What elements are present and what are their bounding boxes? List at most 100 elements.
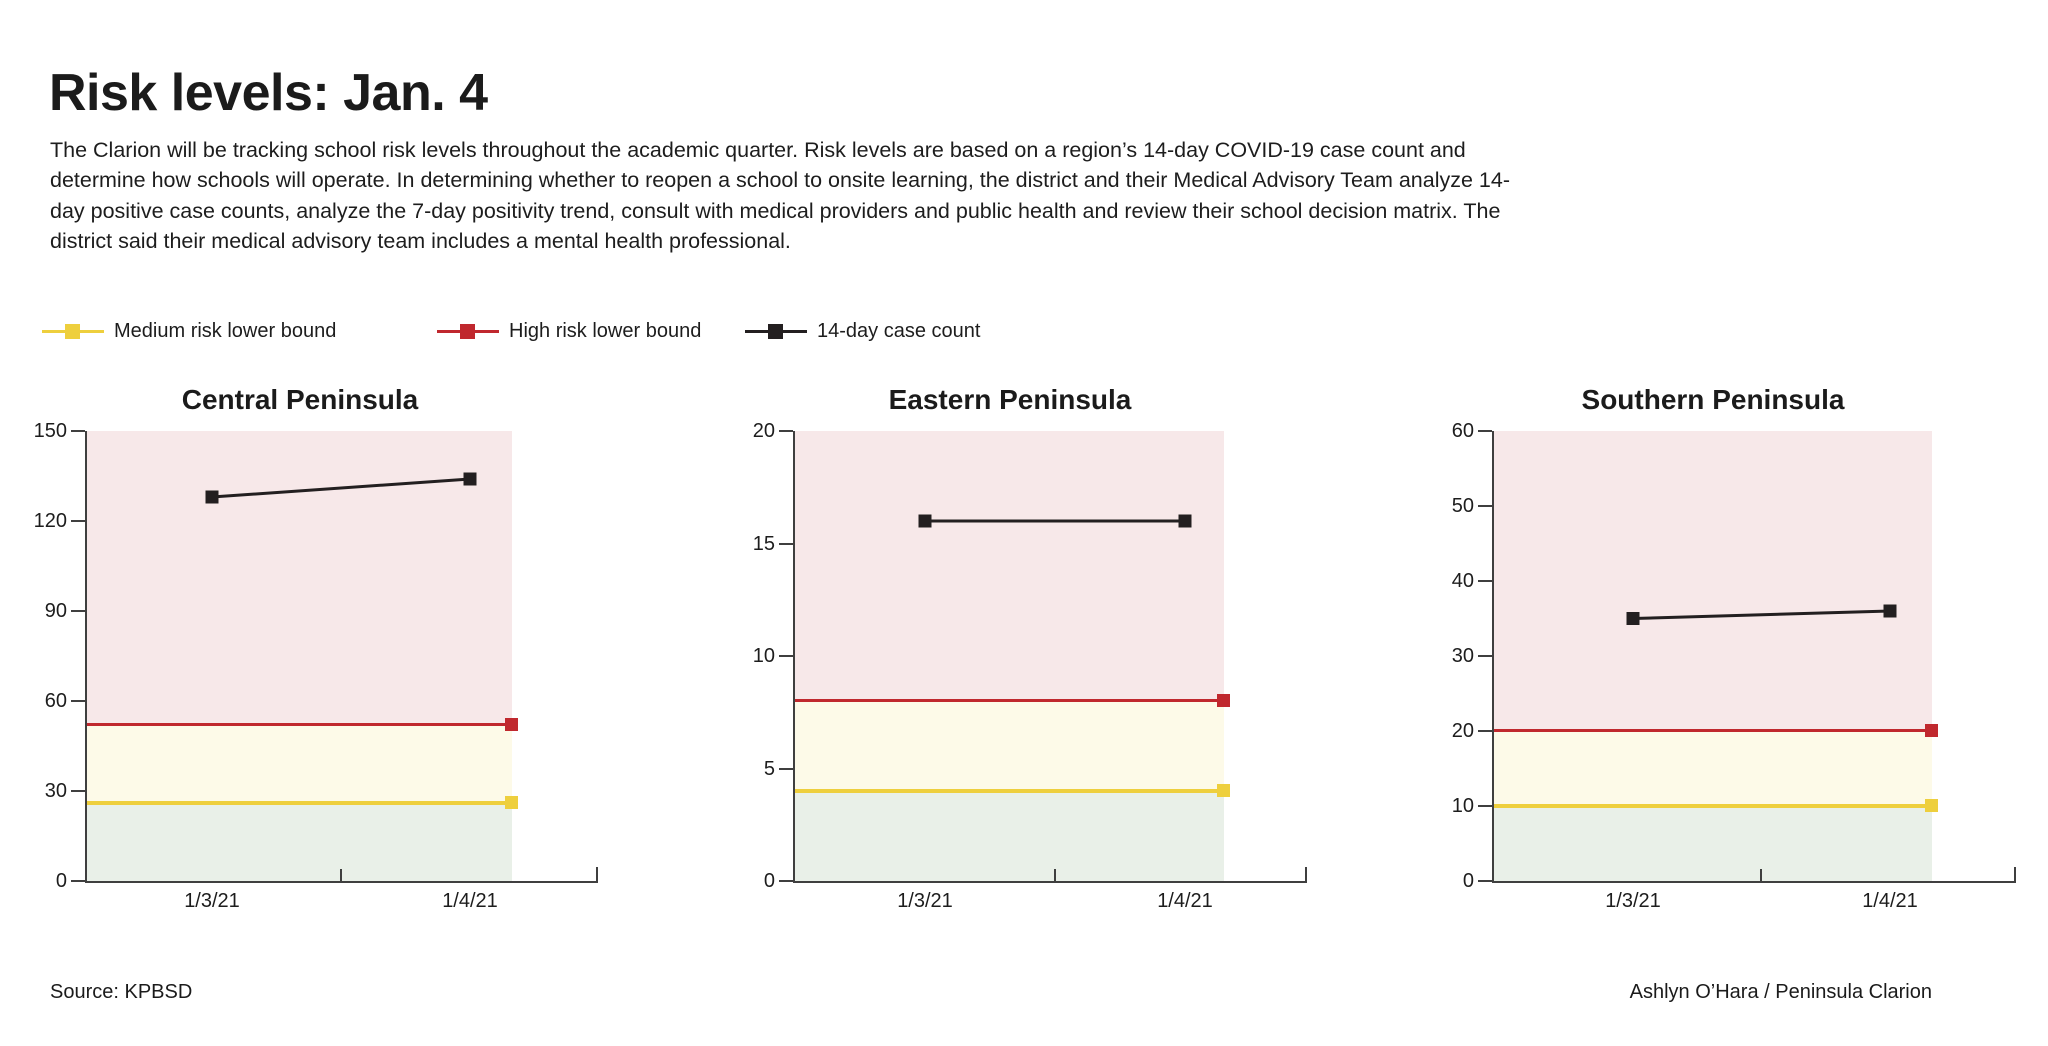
y-axis-tick (71, 610, 85, 612)
y-axis-tick (1478, 430, 1492, 432)
case-count-point (918, 514, 932, 528)
y-tick-label: 0 (763, 870, 775, 892)
x-axis-end-tick (2014, 867, 2016, 881)
y-axis-tick (71, 880, 85, 882)
legend-item-high-risk: High risk lower bound (437, 318, 701, 344)
y-tick-label: 5 (763, 757, 775, 780)
medium-risk-line (87, 801, 512, 805)
x-tick-label: 1/3/21 (897, 890, 953, 912)
y-axis-line (85, 431, 87, 883)
x-axis-mid-tick (340, 869, 342, 881)
low-risk-zone (87, 803, 512, 881)
legend-label: Medium risk lower bound (114, 319, 337, 342)
low-risk-zone (1494, 806, 1932, 881)
x-tick-label: 1/3/21 (184, 890, 240, 912)
y-tick-label: 60 (1451, 420, 1474, 442)
y-axis-tick (779, 655, 793, 657)
y-tick-label: 150 (33, 420, 67, 442)
y-tick-label: 120 (33, 510, 67, 532)
y-tick-label: 20 (752, 420, 775, 442)
legend-square-swatch (768, 323, 783, 339)
case-count-point (1883, 604, 1897, 618)
medium-risk-zone (795, 701, 1224, 791)
high-risk-line (795, 699, 1224, 702)
y-tick-label: 50 (1451, 495, 1474, 517)
x-axis-mid-tick (1760, 869, 1762, 881)
x-axis-mid-tick (1054, 869, 1056, 881)
high-risk-line-marker-icon (437, 323, 499, 339)
x-axis-end-tick (596, 867, 598, 881)
low-risk-zone (795, 791, 1224, 881)
x-axis-line (1492, 881, 2016, 883)
high-risk-marker (505, 718, 518, 731)
medium-risk-marker (1925, 799, 1938, 812)
y-axis-tick (779, 880, 793, 882)
high-risk-marker (1925, 724, 1938, 737)
y-tick-label: 30 (44, 780, 67, 802)
page-title: Risk levels: Jan. 4 (49, 63, 488, 122)
medium-risk-line (795, 789, 1224, 793)
medium-risk-marker (1217, 784, 1230, 797)
x-axis-end-tick (1305, 867, 1307, 881)
chart-title: Central Peninsula (181, 384, 419, 415)
y-axis-tick (71, 430, 85, 432)
y-tick-label: 40 (1451, 570, 1474, 592)
y-axis-tick (71, 790, 85, 792)
x-tick-label: 1/4/21 (442, 890, 498, 912)
x-tick-label: 1/4/21 (1157, 890, 1213, 912)
y-axis-tick (779, 542, 793, 545)
y-axis-tick (1478, 730, 1492, 732)
y-axis-tick (1478, 805, 1492, 807)
y-axis-line (1492, 431, 1494, 883)
y-axis-tick (1478, 580, 1492, 582)
case-count-point (463, 472, 477, 486)
y-tick-label: 0 (1462, 870, 1474, 892)
case-count-point (1626, 612, 1640, 625)
case-count-point (1178, 514, 1192, 528)
medium-risk-zone (1494, 731, 1932, 806)
y-tick-label: 20 (1451, 720, 1474, 742)
x-axis-line (793, 881, 1307, 883)
case-count-line (1626, 604, 1897, 625)
x-tick-label: 1/4/21 (1862, 890, 1918, 912)
y-axis-tick (71, 700, 85, 702)
legend-label: 14-day case count (817, 319, 981, 342)
intro-paragraph: The Clarion will be tracking school risk… (50, 137, 1511, 254)
high-risk-line (87, 723, 512, 726)
legend-square-swatch (65, 323, 80, 339)
high-risk-line (1494, 729, 1932, 732)
legend-item-case-count: 14-day case count (745, 318, 980, 344)
high-risk-zone (795, 431, 1224, 701)
chart-title: Southern Peninsula (1581, 384, 1845, 415)
y-tick-label: 30 (1451, 645, 1474, 667)
case-count-point (205, 490, 219, 504)
case-count-line-marker-icon (745, 323, 807, 339)
source-note: Source: KPBSD (50, 981, 193, 1003)
y-axis-tick (1478, 880, 1492, 882)
x-tick-label: 1/3/21 (1605, 890, 1661, 912)
medium-risk-line-marker-icon (42, 323, 104, 339)
high-risk-marker (1217, 694, 1230, 707)
y-axis-line (793, 431, 795, 883)
y-tick-label: 60 (44, 690, 67, 712)
legend-square-swatch (460, 323, 475, 339)
credit-note: Ashlyn O’Hara / Peninsula Clarion (1629, 981, 1932, 1003)
y-tick-label: 10 (1451, 795, 1474, 817)
y-axis-tick (1478, 505, 1492, 507)
case-count-line (205, 472, 477, 504)
y-axis-tick (779, 767, 793, 770)
y-axis-tick (1478, 655, 1492, 657)
legend-item-medium-risk: Medium risk lower bound (42, 318, 336, 344)
y-tick-label: 10 (752, 645, 775, 667)
y-axis-tick (779, 430, 793, 432)
chart-title: Eastern Peninsula (888, 384, 1132, 415)
legend-label: High risk lower bound (509, 319, 702, 342)
y-tick-label: 0 (55, 870, 67, 892)
y-tick-label: 15 (752, 532, 775, 555)
medium-risk-zone (87, 725, 512, 803)
y-axis-tick (71, 520, 85, 522)
medium-risk-line (1494, 804, 1932, 808)
y-tick-label: 90 (44, 600, 67, 622)
